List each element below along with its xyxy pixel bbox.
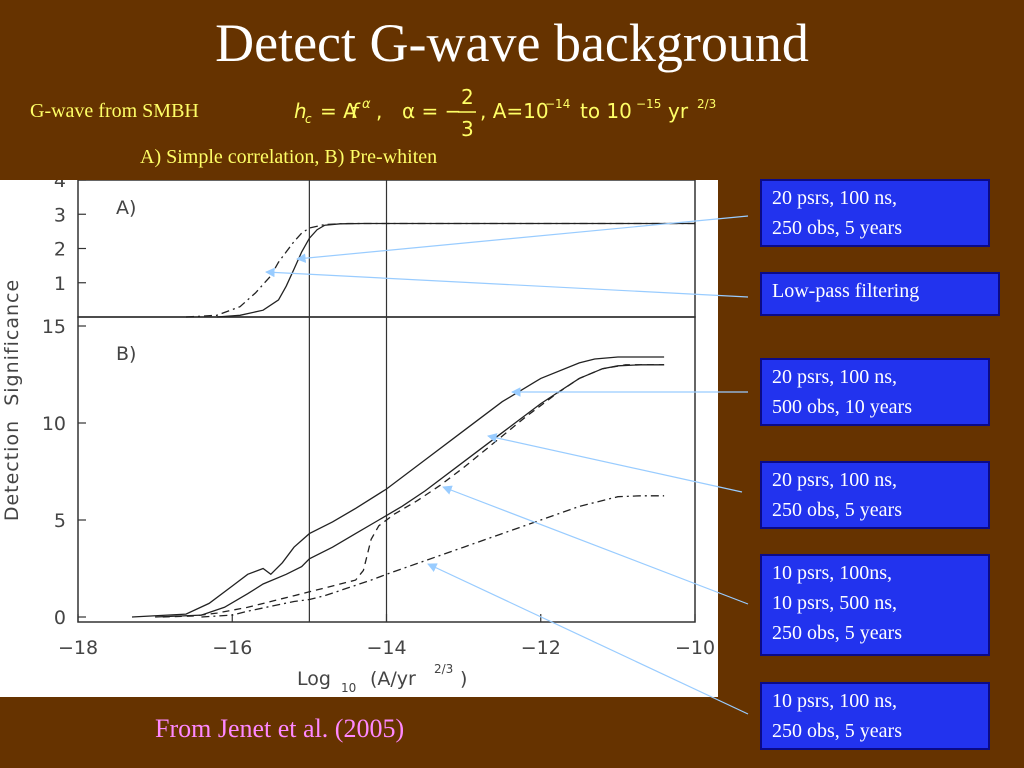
formula-alpha-eq: α = − <box>402 99 461 123</box>
formula-unit: yr <box>668 99 689 123</box>
formula-exp2: −15 <box>636 97 661 111</box>
y-axis-label: Detection Significance <box>1 279 23 521</box>
formula-a-range: , A=10 <box>480 99 549 123</box>
panel-b-series-4 <box>201 495 665 618</box>
formula-comma: , <box>376 99 382 123</box>
plot-area: A) B) −18 −16 −14 −12 −10 1 2 3 4 0 5 10 15 Detectio… <box>0 170 718 697</box>
annotation-box-3: 20 psrs, 100 ns, 500 obs, 10 years <box>760 358 990 426</box>
annotation-box-6: 10 psrs, 100 ns, 250 obs, 5 years <box>760 682 990 750</box>
y-tick-label: 10 <box>42 413 66 435</box>
x-axis-label-close: ) <box>460 668 467 690</box>
x-axis-label: Log 10 (A/yr 2/3 ) <box>297 662 467 695</box>
annotation-box-1: 20 psrs, 100 ns, 250 obs, 5 years <box>760 179 990 247</box>
arrow-5 <box>442 485 749 605</box>
y-tick-label: 2 <box>54 239 66 261</box>
x-tick-label: −14 <box>366 637 406 659</box>
formula: h c = A f α , α = − 2 3 , A=10 −14 to 10… <box>294 85 716 141</box>
formula-hc: h <box>294 99 307 123</box>
subtitle: G-wave from SMBH <box>30 100 199 122</box>
x-axis-label-sup: 2/3 <box>434 662 453 676</box>
formula-alpha-exp: α <box>362 97 371 112</box>
panel-a-label: A) <box>116 197 136 219</box>
panel-b-label: B) <box>116 343 136 365</box>
x-axis-label-base: Log <box>297 668 331 690</box>
source-citation: From Jenet et al. (2005) <box>155 714 405 743</box>
panel-a-series-2 <box>185 222 695 318</box>
slide-title: Detect G-wave background <box>215 13 809 73</box>
formula-frac-den: 3 <box>461 117 474 141</box>
formula-hc-sub: c <box>305 112 312 126</box>
y-tick-label: 1 <box>54 273 66 295</box>
arrow-6 <box>427 563 749 715</box>
formula-exp1: −14 <box>545 97 570 111</box>
y-tick-label: 15 <box>42 316 66 338</box>
annotation-box-2: Low-pass filtering <box>760 272 1000 316</box>
arrow-1 <box>296 215 749 263</box>
y-tick-label: 0 <box>54 607 66 629</box>
x-tick-label: −18 <box>58 637 98 659</box>
x-tick-label: −10 <box>675 637 715 659</box>
y-tick-label: 5 <box>54 510 66 532</box>
panel-b-series-1 <box>131 356 665 618</box>
formula-f: f <box>351 99 361 123</box>
x-axis-label-sub: 10 <box>341 681 356 695</box>
x-axis-label-paren: (A/yr <box>370 668 416 690</box>
arrow-4 <box>487 433 743 493</box>
x-tick-label: −12 <box>521 637 561 659</box>
annotation-box-5: 10 psrs, 100ns, 10 psrs, 500 ns, 250 obs… <box>760 554 990 656</box>
caption: A) Simple correlation, B) Pre-whiten <box>140 146 438 168</box>
formula-to: to 10 <box>580 99 632 123</box>
panel-b-series-3 <box>162 364 665 618</box>
formula-frac-num: 2 <box>461 85 474 109</box>
formula-unit-exp: 2/3 <box>697 97 716 111</box>
arrow-2 <box>265 267 749 298</box>
x-tick-label: −16 <box>212 637 252 659</box>
formula-equals-a: = A <box>320 99 357 123</box>
annotation-box-4: 20 psrs, 100 ns, 250 obs, 5 years <box>760 461 990 529</box>
y-tick-label: 3 <box>54 204 66 226</box>
